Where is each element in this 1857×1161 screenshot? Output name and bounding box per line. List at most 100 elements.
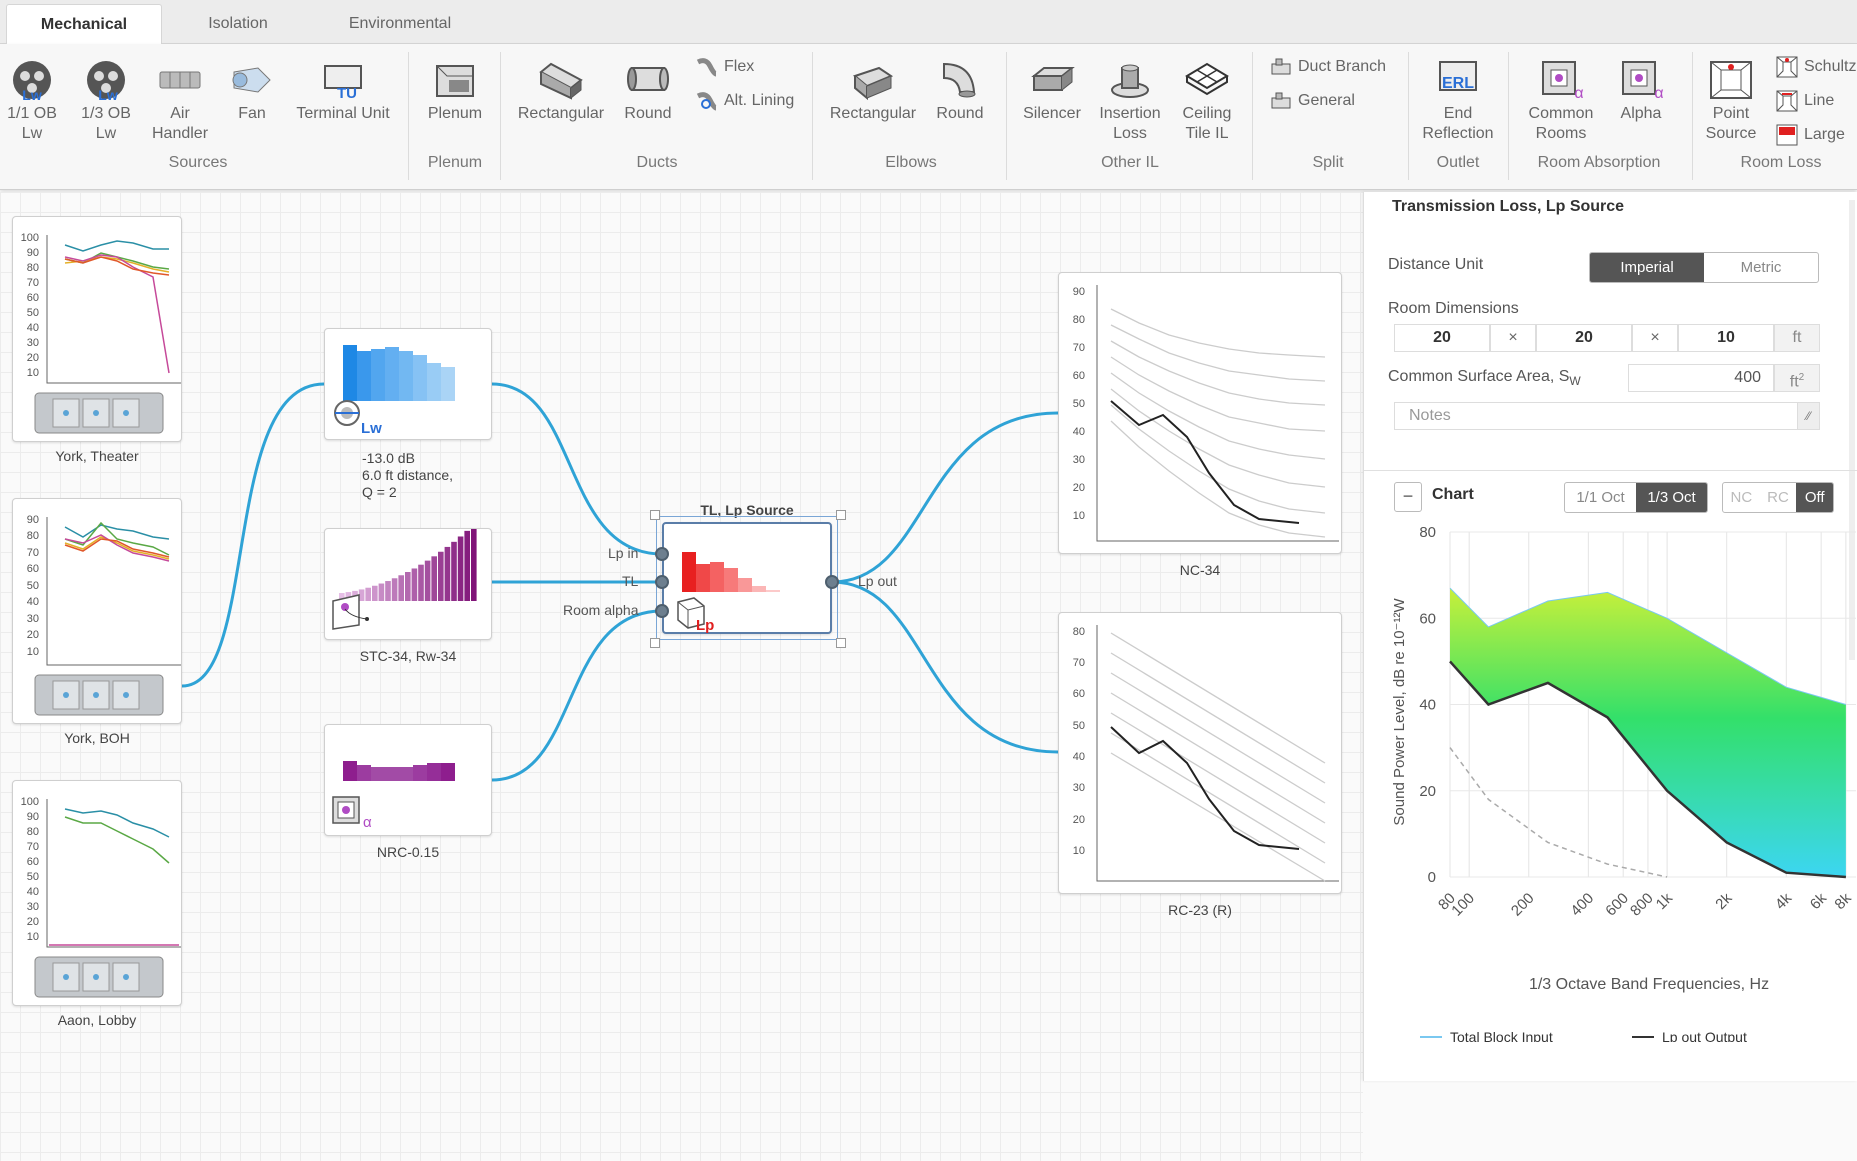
tab-isolation[interactable]: Isolation — [208, 15, 268, 32]
rc-curve — [1110, 632, 1326, 764]
spectrum-line — [64, 816, 170, 864]
unit-ft2-label: ft2 — [1774, 364, 1820, 392]
diagram-canvas[interactable]: 100 90 80 70 60 50 40 30 20 10 York, Theater 90 80… — [0, 192, 1363, 1161]
insertion-loss-button[interactable]: Insertion Loss — [1094, 58, 1166, 144]
y-tick-label: 10 — [27, 646, 39, 658]
source-node-aaon-lobby[interactable]: 100 90 80 70 60 50 40 30 20 10 — [12, 780, 182, 1006]
octave-1-1-option[interactable]: 1/1 Oct — [1576, 489, 1625, 506]
y-tick-label: 30 — [27, 613, 39, 625]
nc-curve — [1110, 356, 1326, 432]
lw-node[interactable]: Lw — [324, 328, 492, 440]
alpha-button[interactable]: α Alpha — [1610, 58, 1672, 124]
alt-lining-button[interactable]: Alt. Lining — [696, 90, 794, 112]
metric-option[interactable]: Metric — [1740, 259, 1782, 276]
nc-chart-node[interactable]: 90 80 70 60 50 40 30 20 10 — [1058, 272, 1342, 554]
criteria-toggle: NC RC Off — [1722, 482, 1834, 513]
source-node-york-theater[interactable]: 100 90 80 70 60 50 40 30 20 10 — [12, 216, 182, 442]
rc-chart-node[interactable]: 80 70 60 50 40 30 20 10 — [1058, 612, 1342, 894]
port-lp-out[interactable] — [825, 575, 839, 589]
port-lp-in[interactable] — [655, 547, 669, 561]
fan-icon — [232, 67, 271, 93]
line-source-icon — [1776, 90, 1798, 112]
rc-option[interactable]: RC — [1767, 489, 1789, 506]
y-tick-label: 60 — [1073, 370, 1085, 382]
nrc-node[interactable]: α — [324, 724, 492, 836]
alpha-label: Alpha — [1620, 105, 1662, 122]
point-source-button[interactable]: Point Source — [1696, 58, 1766, 144]
y-tick-label: 90 — [27, 811, 39, 823]
lw-bars: Lw — [334, 345, 455, 437]
room-height-input[interactable]: 10 — [1678, 324, 1774, 352]
round-elbow-button[interactable]: Round — [930, 58, 990, 124]
fan-button[interactable]: Fan — [224, 58, 280, 124]
port-label-lp-in: Lp in — [608, 545, 639, 561]
end-reflection-label: End — [1443, 105, 1473, 122]
rect-elbow-button[interactable]: Rectangular — [826, 58, 920, 124]
port-room-alpha[interactable] — [655, 604, 669, 618]
line-button[interactable]: Line — [1776, 90, 1834, 112]
spectrum-line — [64, 254, 170, 374]
spectrum-line — [64, 524, 170, 540]
y-tick-label: 0 — [1428, 869, 1436, 886]
silencer-label: Silencer — [1023, 105, 1081, 122]
source-spectrum-chart: 100 90 80 70 60 50 40 30 20 10 — [21, 232, 181, 434]
ribbon-separator — [1252, 52, 1253, 180]
source-node-york-boh[interactable]: 90 80 70 60 50 40 30 20 10 — [12, 498, 182, 724]
tab-mechanical[interactable]: Mechanical — [6, 4, 162, 44]
x-tick-label: 600 — [1602, 890, 1632, 920]
tl-bars: Lp — [677, 552, 780, 634]
line-label: Line — [1804, 92, 1835, 110]
duct-branch-label: Duct Branch — [1298, 58, 1387, 76]
legend-total-block-input: Total Block Input — [1450, 1029, 1553, 1042]
duct-branch-button[interactable]: Duct Branch — [1270, 56, 1386, 78]
stc-node[interactable] — [324, 528, 492, 640]
ribbon-separator — [500, 52, 501, 180]
terminal-unit-icon: TU — [324, 65, 362, 102]
collapse-chart-button[interactable]: − — [1394, 482, 1422, 512]
room-length-input[interactable]: 20 — [1394, 324, 1490, 352]
round-elbow-icon — [943, 62, 976, 98]
port-tl[interactable] — [655, 575, 669, 589]
stc-bar — [444, 546, 451, 601]
schultz-button[interactable]: Schultz — [1776, 56, 1856, 78]
rect-duct-label: Rectangular — [517, 105, 605, 122]
air-handler-button[interactable]: Air Handler — [148, 58, 212, 144]
resize-handle[interactable] — [836, 638, 846, 648]
plenum-icon — [436, 65, 474, 97]
imperial-option[interactable]: Imperial — [1590, 253, 1704, 282]
general-split-button[interactable]: General — [1270, 90, 1355, 112]
csa-subscript: W — [1569, 374, 1581, 389]
octave-1-3-option[interactable]: 1/3 Oct — [1636, 483, 1707, 512]
stc-bar — [378, 583, 385, 601]
ceiling-tile-button[interactable]: Ceiling Tile IL — [1172, 58, 1242, 144]
common-rooms-label-2: Rooms — [1535, 125, 1587, 142]
resize-grip-icon[interactable]: ⁄⁄ — [1797, 403, 1819, 429]
resize-handle[interactable] — [650, 638, 660, 648]
round-duct-button[interactable]: Round — [618, 58, 678, 124]
notes-field[interactable]: Notes ⁄⁄ — [1394, 402, 1820, 430]
large-button[interactable]: Large — [1776, 124, 1845, 146]
plenum-button[interactable]: Plenum — [420, 58, 490, 124]
resize-handle[interactable] — [836, 510, 846, 520]
x-tick-label: 2k — [1712, 889, 1736, 913]
flex-duct-button[interactable]: Flex — [696, 56, 754, 78]
ob13-lw-button[interactable]: Lw 1/3 OB Lw — [76, 58, 136, 144]
terminal-unit-button[interactable]: TU Terminal Unit — [294, 58, 392, 124]
svg-text:α: α — [1574, 85, 1583, 102]
air-handler-icon — [159, 71, 201, 89]
ob13-label-2: Lw — [95, 125, 117, 142]
wire — [491, 609, 663, 782]
end-reflection-button[interactable]: ERL End Reflection — [1416, 58, 1500, 144]
tab-environmental[interactable]: Environmental — [348, 15, 452, 32]
room-width-input[interactable]: 20 — [1536, 324, 1632, 352]
nc-option[interactable]: NC — [1730, 489, 1753, 506]
rect-duct-button[interactable]: Rectangular — [514, 58, 608, 124]
panel-scrollbar[interactable] — [1849, 200, 1855, 660]
resize-handle[interactable] — [650, 510, 660, 520]
silencer-button[interactable]: Silencer — [1016, 58, 1088, 124]
off-option[interactable]: Off — [1796, 483, 1833, 512]
tl-lp-source-node[interactable]: Lp — [662, 522, 832, 634]
common-surface-area-input[interactable]: 400 — [1628, 364, 1774, 392]
common-rooms-button[interactable]: α Common Rooms — [1516, 58, 1606, 144]
ob11-lw-button[interactable]: Lw 1/1 OB Lw — [2, 58, 62, 144]
